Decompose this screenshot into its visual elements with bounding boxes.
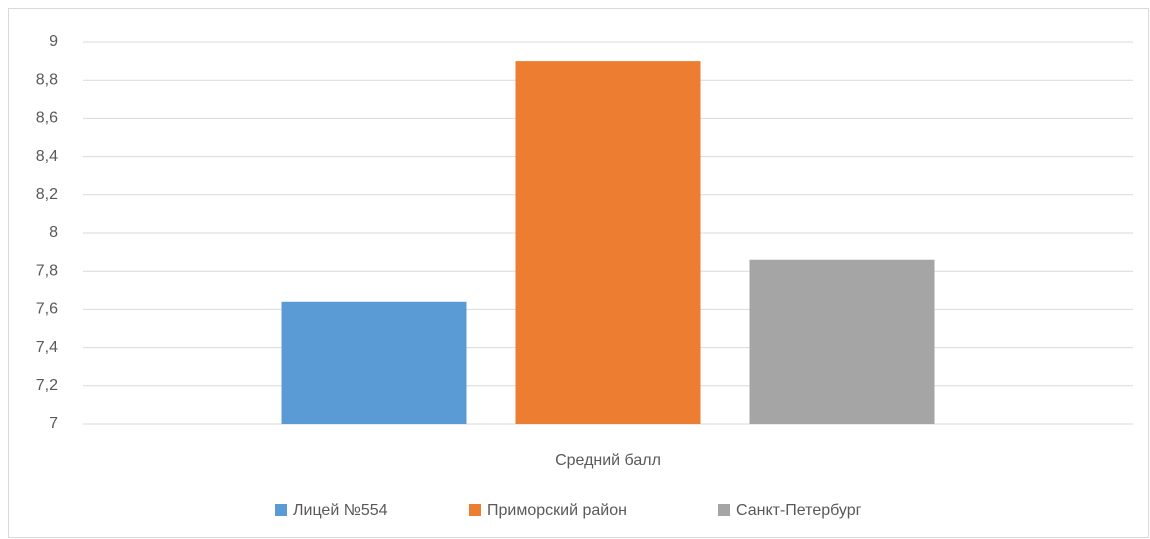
- legend-swatch: [469, 504, 481, 516]
- legend-swatch: [275, 504, 287, 516]
- x-tick-label: Средний балл: [555, 452, 661, 469]
- y-tick-label: 8,4: [36, 148, 58, 165]
- y-tick-label: 7,8: [36, 262, 58, 279]
- y-tick-label: 8,8: [36, 71, 58, 88]
- y-tick-label: 9: [49, 33, 58, 50]
- y-tick-label: 7,6: [36, 301, 58, 318]
- bar: [515, 61, 701, 424]
- legend-label: Санкт-Петербург: [736, 502, 862, 519]
- y-tick-label: 7,2: [36, 377, 58, 394]
- y-tick-label: 7,4: [36, 339, 58, 356]
- legend-swatch: [718, 504, 730, 516]
- y-tick-label: 8,6: [36, 110, 58, 127]
- y-tick-label: 8: [49, 224, 58, 241]
- y-tick-label: 8,2: [36, 186, 58, 203]
- bar: [749, 259, 935, 424]
- legend-label: Приморский район: [487, 502, 627, 519]
- y-tick-label: 7: [49, 415, 58, 432]
- bar: [281, 301, 467, 424]
- legend-label: Лицей №554: [293, 502, 388, 519]
